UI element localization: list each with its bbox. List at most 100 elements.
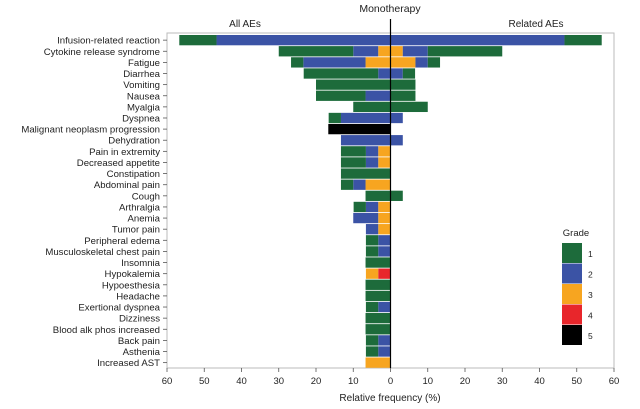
legend-label: 4 xyxy=(588,311,593,321)
legend-swatch-grade-2 xyxy=(562,263,582,284)
x-tick-label: 40 xyxy=(534,376,545,387)
all-aes-bar-grade-3 xyxy=(365,179,391,190)
x-tick-label: 60 xyxy=(162,376,173,387)
all-aes-bar-grade-1 xyxy=(353,201,366,213)
related-aes-bar-grade-1 xyxy=(390,90,416,101)
all-aes-bar-grade-2 xyxy=(365,157,379,168)
category-label: Pain in extremity xyxy=(89,147,160,158)
x-tick-label: 40 xyxy=(236,376,247,387)
legend-swatch-grade-3 xyxy=(562,284,582,304)
all-aes-bar-grade-1 xyxy=(340,146,366,157)
all-aes-bar-grade-1 xyxy=(179,35,217,46)
all-aes-bar-grade-1 xyxy=(365,190,391,201)
category-label: Fatigue xyxy=(128,58,160,69)
legend-swatch-grade-5 xyxy=(562,325,582,345)
related-aes-bar-grade-2 xyxy=(415,57,428,68)
category-label: Decreased appetite xyxy=(77,158,160,169)
x-tick-label: 20 xyxy=(311,376,322,387)
all-aes-bar-grade-2 xyxy=(365,146,379,157)
chart-title: Monotherapy xyxy=(359,3,421,15)
all-aes-bar-grade-3 xyxy=(378,201,391,213)
related-aes-bar-grade-2 xyxy=(390,112,403,124)
category-label: Diarrhea xyxy=(123,69,160,80)
x-tick-label: 50 xyxy=(199,376,210,387)
all-aes-bar-grade-1 xyxy=(340,168,391,179)
category-label: Tumor pain xyxy=(112,225,160,236)
all-aes-bar-grade-2 xyxy=(353,179,366,190)
all-aes-bar-grade-1 xyxy=(365,301,379,313)
right-panel-label: Related AEs xyxy=(508,19,563,30)
related-aes-bar-grade-3 xyxy=(390,46,403,57)
x-tick-label: 10 xyxy=(422,376,433,387)
all-aes-bar-grade-2 xyxy=(365,224,379,235)
all-aes-bar-grade-1 xyxy=(365,313,391,324)
x-tick-label: 10 xyxy=(348,376,359,387)
left-panel-label: All AEs xyxy=(229,19,261,30)
all-aes-bar-grade-2 xyxy=(378,346,391,357)
x-tick-label: 0 xyxy=(388,376,393,387)
category-label: Asthenia xyxy=(123,347,161,358)
all-aes-bar-grade-4 xyxy=(378,268,391,279)
legend-label: 3 xyxy=(588,290,593,300)
category-label: Arthralgia xyxy=(119,202,161,213)
category-label: Musculoskeletal chest pain xyxy=(45,247,160,258)
category-label: Cytokine release syndrome xyxy=(44,47,160,58)
related-aes-bar-grade-2 xyxy=(402,46,428,57)
all-aes-bar-grade-3 xyxy=(378,146,391,157)
legend-label: 2 xyxy=(588,270,593,280)
all-aes-bar-grade-1 xyxy=(365,346,379,357)
all-aes-bar-grade-3 xyxy=(365,357,391,368)
all-aes-bar-grade-2 xyxy=(340,112,391,124)
all-aes-bar-grade-1 xyxy=(365,279,391,290)
category-label: Anemia xyxy=(127,214,160,225)
all-aes-bar-grade-5 xyxy=(328,123,391,135)
all-aes-bar-grade-2 xyxy=(340,135,391,146)
x-tick-label: 50 xyxy=(571,376,582,387)
all-aes-bar-grade-2 xyxy=(378,68,391,79)
category-label: Increased AST xyxy=(97,358,160,369)
all-aes-bar-grade-1 xyxy=(365,257,391,268)
category-label: Nausea xyxy=(127,91,161,102)
x-tick-label: 20 xyxy=(460,376,471,387)
category-label: Infusion-related reaction xyxy=(57,36,160,47)
related-aes-bar-grade-2 xyxy=(390,135,403,146)
x-tick-label: 30 xyxy=(273,376,284,387)
all-aes-bar-grade-3 xyxy=(365,268,379,279)
all-aes-bar-grade-2 xyxy=(378,246,391,257)
related-aes-bar-grade-1 xyxy=(427,46,503,57)
all-aes-bar-grade-1 xyxy=(316,90,366,101)
all-aes-bar-grade-1 xyxy=(365,290,391,302)
category-label: Dizziness xyxy=(119,314,160,325)
category-label: Abdominal pain xyxy=(94,180,160,191)
all-aes-bar-grade-2 xyxy=(216,35,391,46)
all-aes-bar-grade-2 xyxy=(353,46,379,57)
category-label: Exertional dyspnea xyxy=(78,303,160,314)
all-aes-bar-grade-3 xyxy=(378,157,391,168)
all-aes-bar-grade-2 xyxy=(365,201,379,213)
legend-label: 5 xyxy=(588,331,593,341)
related-aes-bar-grade-2 xyxy=(390,35,565,46)
all-aes-bar-grade-2 xyxy=(303,57,366,68)
category-label: Blood alk phos increased xyxy=(53,325,160,336)
category-label: Constipation xyxy=(107,169,160,180)
x-axis-label: Relative frequency (%) xyxy=(339,393,440,404)
category-label: Insomnia xyxy=(121,258,161,269)
all-aes-bar-grade-3 xyxy=(378,212,391,224)
related-aes-bar-grade-2 xyxy=(390,68,403,79)
all-aes-bar-grade-3 xyxy=(378,46,391,57)
category-label: Back pain xyxy=(118,336,160,347)
category-label: Dehydration xyxy=(108,136,160,147)
all-aes-bar-grade-1 xyxy=(365,335,379,346)
all-aes-bar-grade-2 xyxy=(365,90,391,101)
all-aes-bar-grade-2 xyxy=(353,212,379,224)
category-label: Myalgia xyxy=(127,102,161,113)
all-aes-bar-grade-1 xyxy=(303,68,379,79)
all-aes-bar-grade-2 xyxy=(378,301,391,313)
category-label: Vomiting xyxy=(123,80,160,91)
x-tick-label: 30 xyxy=(497,376,508,387)
all-aes-bar-grade-1 xyxy=(365,246,379,257)
related-aes-bar-grade-1 xyxy=(390,190,403,201)
legend-swatch-grade-1 xyxy=(562,243,582,263)
